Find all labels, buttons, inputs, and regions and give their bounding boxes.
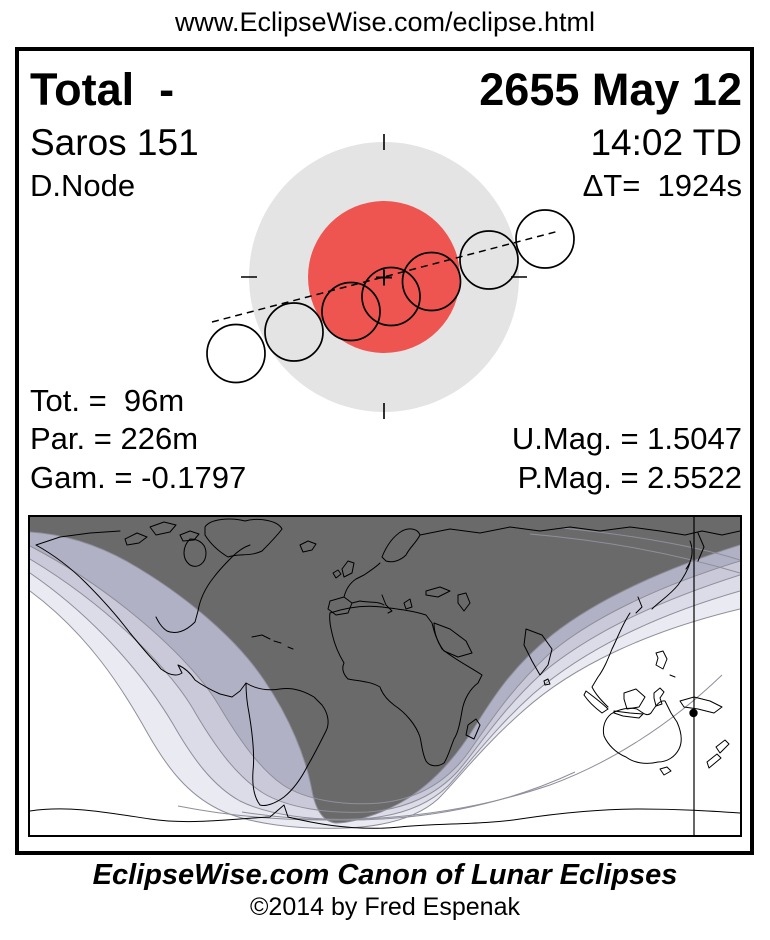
greatest-eclipse-time: 14:02 TD — [590, 122, 742, 163]
coastlines — [30, 518, 740, 829]
coast-asia — [419, 526, 740, 708]
coast-caribbean — [251, 634, 294, 650]
saros-number: Saros 151 — [30, 122, 199, 163]
coast-australia — [602, 700, 682, 776]
subsolar-point-dot — [689, 708, 698, 718]
visibility-map-svg — [30, 517, 740, 835]
eclipse-type-label: Total - — [30, 64, 175, 115]
coast-madagascar — [465, 718, 481, 740]
visibility-map — [28, 515, 742, 837]
coast-new-zealand — [706, 739, 730, 769]
coast-arctic-islands — [124, 521, 200, 546]
coast-antarctica — [30, 804, 740, 829]
source-url[interactable]: www.EclipseWise.com/eclipse.html — [174, 7, 596, 37]
coast-south-america — [245, 682, 329, 806]
node-type: D.Node — [30, 168, 136, 203]
penumbral-magnitude: P.Mag. = 2.5522 — [517, 460, 742, 495]
coast-greenland — [204, 518, 283, 558]
zone-all-visible — [30, 517, 740, 823]
zone-boundary-lines — [30, 527, 740, 829]
coast-indonesia — [583, 650, 723, 719]
canon-credit-line: EclipseWise.com Canon of Lunar Eclipses — [92, 859, 678, 891]
copyright-line: ©2014 by Fred Espenak — [250, 893, 520, 921]
totality-duration: Tot. = 96m — [30, 383, 185, 418]
eclipse-date: 2655 May 12 — [479, 64, 742, 115]
partial-duration: Par. = 226m — [30, 421, 199, 456]
delta-t-value: ΔT= 1924s — [582, 168, 742, 203]
coast-north-america — [35, 530, 251, 698]
umbral-magnitude: U.Mag. = 1.5047 — [511, 421, 742, 456]
gamma-value: Gam. = -0.1797 — [30, 460, 247, 495]
coast-iceland — [299, 540, 317, 553]
